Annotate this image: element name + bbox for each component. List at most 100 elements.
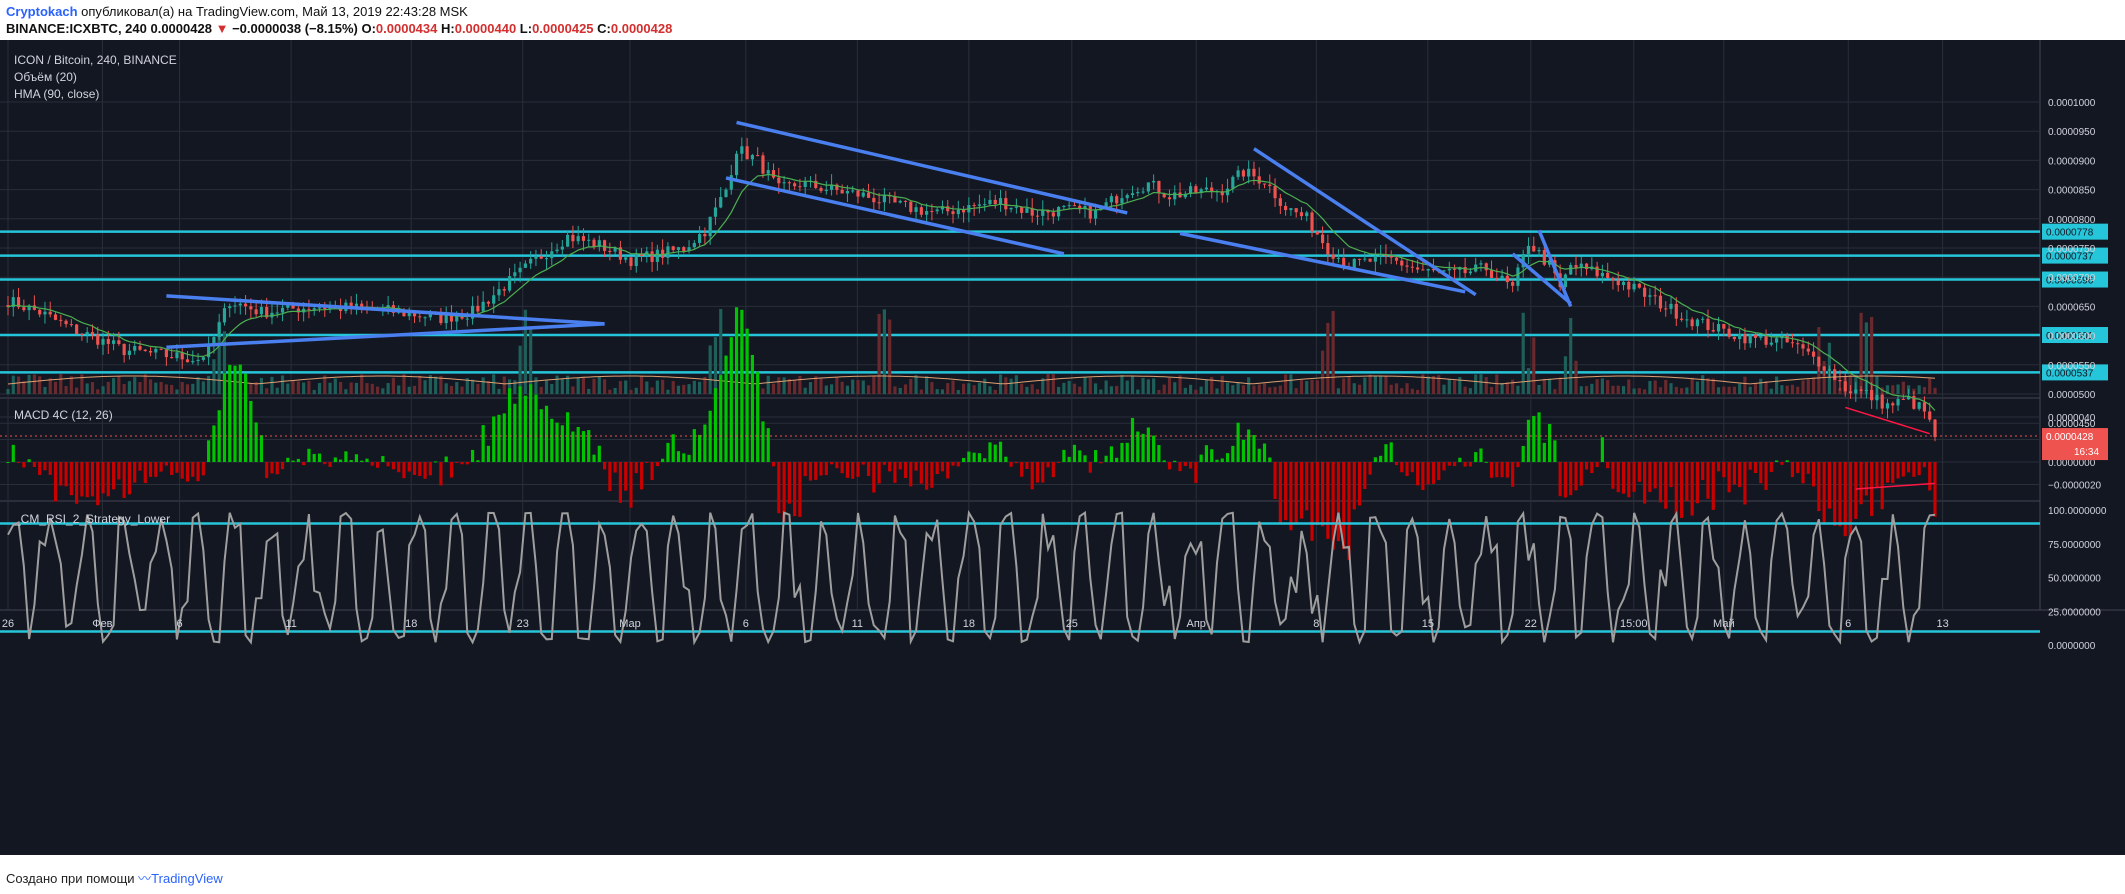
volume-bar	[909, 378, 913, 394]
macd-bar	[518, 386, 522, 462]
candle-body	[1854, 389, 1858, 394]
candle-body	[1093, 209, 1098, 219]
volume-bar	[1743, 376, 1747, 394]
macd-bar	[935, 462, 939, 475]
volume-bar	[1410, 388, 1414, 394]
macd-bar	[544, 405, 549, 462]
candle-body	[1125, 194, 1129, 199]
candle-body	[1336, 257, 1341, 259]
volume-bar	[977, 382, 982, 394]
macd-bar	[476, 460, 480, 462]
candle-body	[492, 295, 496, 304]
macd-bar	[1880, 462, 1884, 510]
macd-bar	[513, 403, 517, 462]
candle-body	[154, 348, 158, 353]
candle-body	[1231, 176, 1235, 189]
volume-bar	[286, 383, 290, 394]
macd-bar	[1569, 462, 1573, 496]
volume-bar	[1157, 389, 1161, 394]
volume-bar	[1463, 386, 1467, 394]
macd-bar	[940, 462, 945, 472]
candle-body	[1701, 318, 1705, 320]
volume-bar	[1790, 384, 1795, 394]
macd-bar	[671, 434, 675, 462]
volume-bar	[460, 386, 464, 394]
candle-body	[814, 180, 818, 188]
macd-bar	[972, 452, 976, 462]
tradingview-link[interactable]: TradingView	[151, 871, 223, 886]
candle-body	[423, 317, 427, 319]
volume-bar	[523, 309, 527, 394]
macd-bar	[1637, 462, 1641, 482]
macd-bar	[1606, 462, 1610, 469]
chart-canvas[interactable]: 0.00007780.00007370.00006960.00006010.00…	[0, 40, 2125, 855]
macd-bar	[613, 462, 617, 473]
volume-bar	[793, 380, 797, 394]
volume-bar	[1738, 383, 1742, 394]
volume-bar	[587, 388, 591, 394]
volume-bar	[138, 382, 142, 394]
volume-bar	[391, 377, 395, 394]
macd-bar	[1701, 462, 1705, 481]
macd-bar	[1104, 455, 1108, 462]
volume-bar	[159, 382, 163, 394]
macd-bar	[1157, 445, 1161, 462]
candle-body	[180, 352, 184, 360]
macd-bar	[529, 384, 533, 462]
macd-bar	[402, 462, 406, 479]
volume-bar	[1199, 386, 1203, 394]
low-label: L:	[519, 21, 533, 36]
candle-body	[756, 155, 760, 157]
macd-bar	[80, 462, 84, 497]
candle-body	[1189, 186, 1193, 194]
candle-body	[1199, 189, 1203, 194]
volume-bar	[1210, 376, 1214, 394]
volume-bar	[1653, 380, 1657, 394]
macd-bar	[1500, 462, 1504, 478]
candle-body	[412, 312, 417, 317]
volume-bar	[819, 378, 823, 394]
macd-bar	[275, 462, 279, 475]
candle-body	[1669, 303, 1673, 309]
volume-bar	[1437, 375, 1441, 394]
candle-body	[460, 316, 464, 319]
candle-body	[1695, 319, 1700, 327]
candle-body	[27, 305, 31, 311]
macd-bar	[1537, 412, 1541, 462]
volume-bar	[418, 375, 422, 394]
macd-bar	[1933, 462, 1937, 517]
candle-body	[851, 190, 855, 192]
volume-bar	[1563, 356, 1568, 394]
candle-body	[1294, 208, 1298, 213]
candle-body	[1051, 212, 1055, 217]
volume-bar	[381, 388, 385, 394]
candle-body	[1289, 208, 1293, 211]
y-tick-label: 0.0000900	[2048, 156, 2096, 167]
volume-bar	[1405, 383, 1409, 394]
candle-body	[1484, 263, 1488, 271]
macd-bar	[1532, 415, 1536, 462]
candle-body	[1130, 193, 1135, 195]
volume-bar	[507, 379, 512, 394]
volume-bar	[1363, 377, 1367, 394]
macd-bar	[1405, 462, 1409, 477]
macd-bar	[1917, 462, 1921, 476]
candle-body	[940, 206, 945, 210]
macd-bar	[207, 440, 211, 462]
level-tag	[2042, 271, 2108, 288]
macd-bar	[650, 462, 654, 480]
candle-body	[1099, 207, 1103, 210]
macd-bar	[861, 462, 865, 465]
volume-bar	[1838, 387, 1842, 394]
x-tick-label: 26	[2, 618, 14, 630]
volume-bar	[1062, 382, 1066, 394]
volume-bar	[1257, 384, 1261, 394]
volume-bar	[1220, 375, 1224, 394]
macd-bar	[1394, 462, 1399, 466]
candle-body	[481, 301, 485, 312]
macd-bar	[814, 462, 818, 480]
candle-body	[1838, 380, 1842, 382]
author-link[interactable]: Cryptokach	[6, 4, 78, 19]
volume-bar	[951, 380, 955, 394]
volume-bar	[1579, 386, 1583, 394]
